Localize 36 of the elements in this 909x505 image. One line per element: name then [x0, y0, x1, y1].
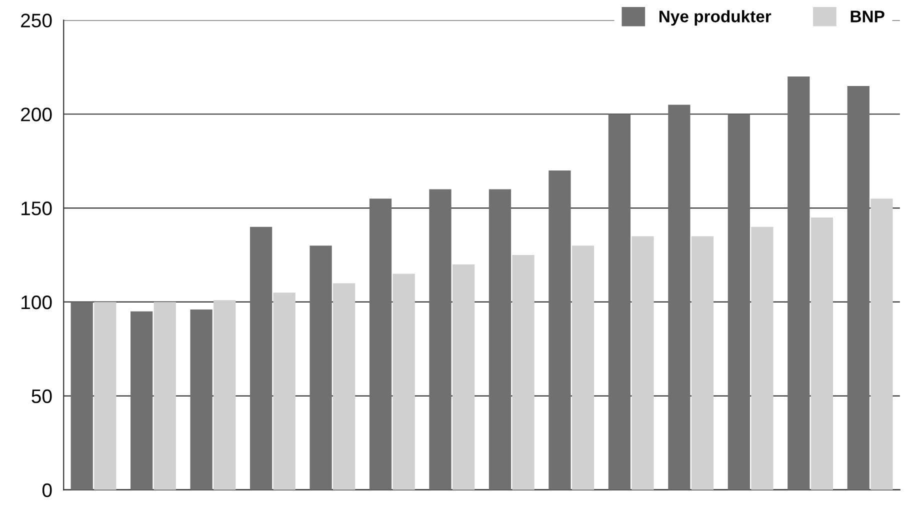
bar [668, 104, 690, 490]
y-tick-label: 150 [22, 202, 52, 216]
bar [512, 255, 534, 490]
bar [548, 170, 571, 490]
bar [130, 311, 153, 490]
bar [870, 198, 893, 490]
legend-label: BNP [850, 10, 884, 22]
bar [452, 264, 475, 490]
bar [310, 246, 332, 490]
bar [273, 292, 296, 490]
bar [810, 217, 834, 490]
bar [70, 302, 93, 490]
bar [392, 274, 415, 490]
y-tick-label: 50 [32, 389, 52, 404]
bar [94, 302, 116, 490]
bar [214, 300, 236, 490]
bar [691, 236, 714, 490]
bar [788, 76, 810, 490]
bar [429, 189, 452, 490]
bar [154, 302, 176, 490]
y-tick-label: 0 [42, 483, 52, 498]
bar [608, 114, 631, 490]
bar [488, 189, 512, 490]
bar [632, 236, 654, 490]
y-tick-label: 100 [22, 295, 52, 310]
bar [728, 114, 750, 490]
y-tick-label: 200 [21, 108, 52, 122]
bar [751, 226, 774, 490]
bar [333, 283, 356, 490]
bar [369, 198, 392, 490]
bar [572, 246, 594, 490]
y-tick-label: 250 [21, 14, 52, 28]
legend-label: Nye produkter [660, 10, 772, 26]
bar [847, 86, 870, 490]
bar [190, 310, 212, 490]
bar [250, 226, 272, 490]
